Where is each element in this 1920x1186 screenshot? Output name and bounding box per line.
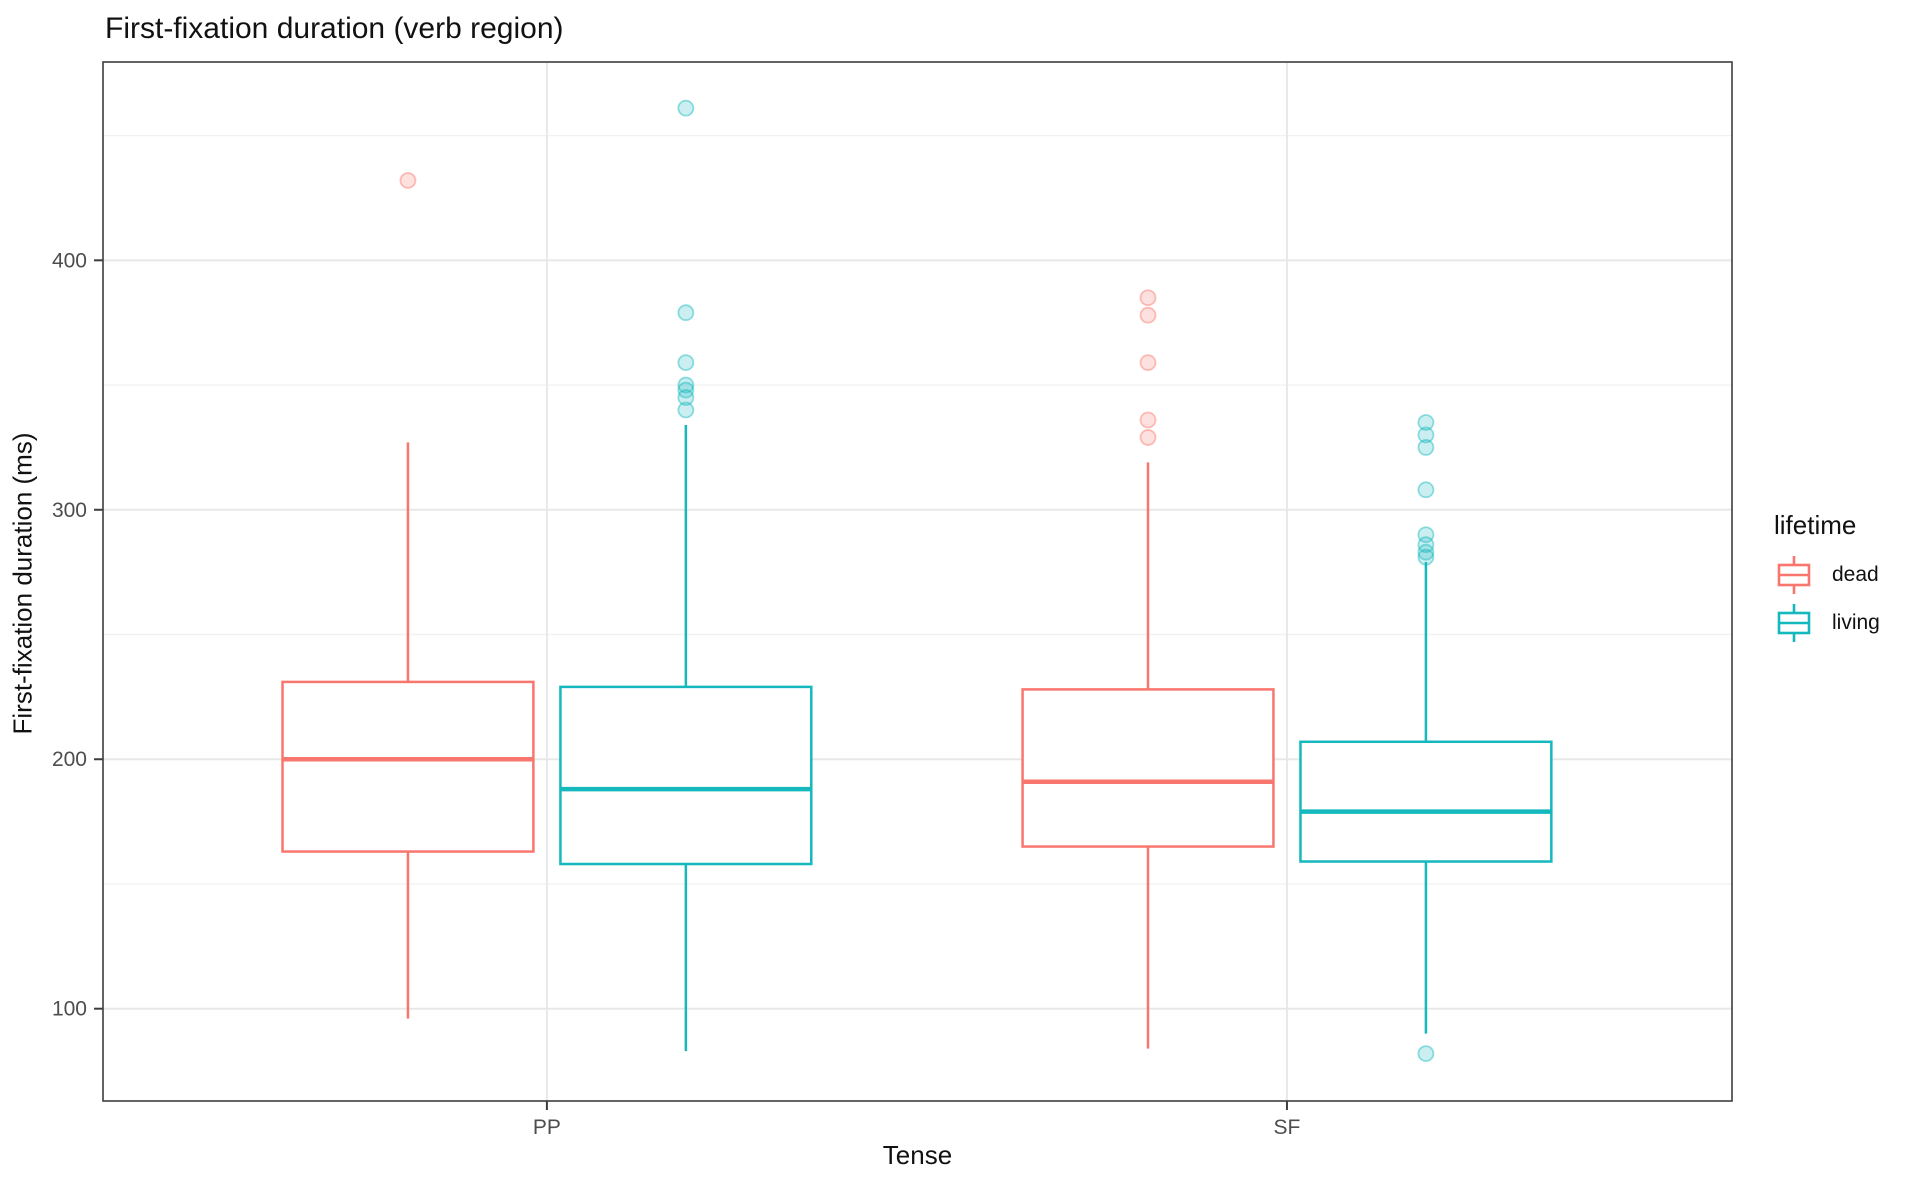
- outlier-point: [1139, 354, 1157, 371]
- outlier-point: [1417, 414, 1435, 431]
- y-tick-label: 400: [52, 249, 87, 272]
- outlier-point: [1417, 536, 1435, 554]
- outlier-point: [677, 389, 695, 406]
- legend: lifetime dead living: [1772, 510, 1880, 649]
- box-sf-living: [1299, 740, 1553, 863]
- legend-label: living: [1832, 611, 1880, 634]
- x-axis-title: Tense: [882, 1140, 953, 1170]
- x-tick-label: SF: [1274, 1116, 1301, 1139]
- outlier-point: [1417, 426, 1435, 444]
- plot-title: First-fixation duration (verb region): [105, 12, 564, 45]
- outlier-point: [1417, 1045, 1435, 1063]
- legend-label: dead: [1832, 563, 1879, 586]
- x-tick-label: PP: [533, 1116, 561, 1139]
- box-pp-dead: [281, 680, 535, 853]
- y-tick-label: 300: [52, 499, 87, 522]
- legend-item-living: living: [1772, 601, 1880, 645]
- panel-border: [102, 61, 1733, 1102]
- outlier-point: [1139, 289, 1157, 307]
- boxplot-key-icon-dead: [1777, 556, 1811, 594]
- outlier-point: [1139, 429, 1157, 446]
- outlier-point: [1417, 543, 1435, 561]
- outlier-point: [1417, 526, 1435, 544]
- outlier-point: [677, 401, 695, 419]
- y-tick-label: 100: [52, 998, 87, 1021]
- box-pp-living: [559, 685, 813, 866]
- box-sf-dead: [1021, 688, 1275, 848]
- outlier-point: [1417, 439, 1435, 456]
- outlier-point: [1139, 306, 1157, 324]
- outlier-point: [677, 99, 695, 117]
- outlier-point: [1417, 481, 1435, 499]
- outlier-point: [399, 172, 417, 189]
- outlier-point: [677, 354, 695, 371]
- boxplot-key-icon-living: [1777, 604, 1811, 642]
- legend-title: lifetime: [1774, 510, 1857, 540]
- y-tick-label: 200: [52, 748, 87, 771]
- legend-items: dead living: [1772, 553, 1880, 645]
- outlier-point: [1139, 411, 1157, 429]
- outlier-point: [677, 376, 695, 394]
- y-axis-title: First-fixation duration (ms): [7, 432, 38, 735]
- outlier-point: [1417, 548, 1435, 566]
- outlier-point: [677, 304, 695, 322]
- legend-item-dead: dead: [1772, 553, 1880, 597]
- outlier-point: [677, 381, 695, 399]
